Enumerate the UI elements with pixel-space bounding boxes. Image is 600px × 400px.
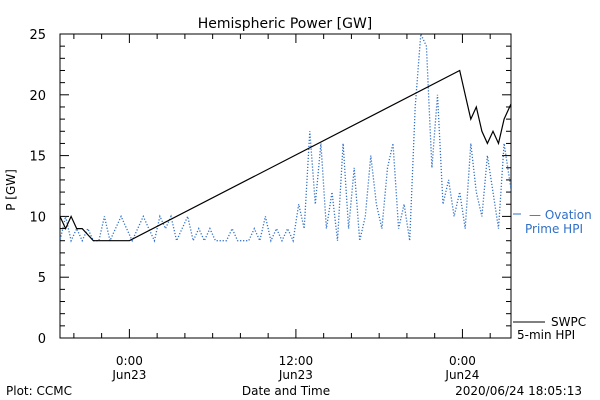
- y-tick-label: 25: [29, 28, 46, 43]
- x-tick-time-label: 0:00: [116, 354, 143, 368]
- series-layer: [60, 34, 511, 243]
- x-axis-label: Date and Time: [242, 384, 330, 398]
- legend-ovation-line2: Prime HPI: [525, 222, 583, 236]
- plot-frame: [59, 33, 512, 339]
- x-axis-ticks: 0:00Jun2212:00Jun220:00Jun2312:00Jun230:…: [73, 34, 491, 382]
- y-tick-label: 15: [29, 150, 46, 165]
- legend-swpc-line1: SWPC: [551, 315, 586, 329]
- y-tick-label: 10: [29, 210, 46, 225]
- y-axis-ticks: 0 5 10 15 20 25: [29, 28, 511, 347]
- legend-swpc-line2: 5-min HPI: [517, 328, 575, 342]
- plot-credit: Plot: CCMC: [6, 384, 72, 398]
- ovation-prime-series-line: [60, 34, 511, 243]
- x-tick-date-label: Jun23: [111, 368, 146, 382]
- y-tick-label: 20: [29, 89, 46, 104]
- y-tick-label: 0: [38, 332, 46, 347]
- plot-timestamp: 2020/06/24 18:05:13: [455, 384, 582, 398]
- y-axis-label: P [GW]: [4, 169, 18, 211]
- legend: — Ovation Prime HPI SWPC 5-min HPI: [513, 208, 592, 342]
- x-tick-time-label: 0:00: [449, 354, 476, 368]
- legend-ovation-line1: — Ovation: [529, 208, 592, 222]
- x-tick-date-label: Jun23: [278, 368, 313, 382]
- chart-title: Hemispheric Power [GW]: [198, 16, 373, 32]
- swpc-hpi-series-line: [60, 69, 511, 242]
- x-tick-time-label: 12:00: [279, 354, 314, 368]
- y-tick-label: 5: [38, 271, 46, 286]
- x-tick-date-label: Jun24: [444, 368, 479, 382]
